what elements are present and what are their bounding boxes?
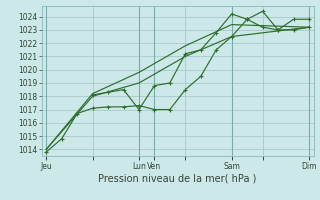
X-axis label: Pression niveau de la mer( hPa ): Pression niveau de la mer( hPa ) bbox=[99, 173, 257, 183]
